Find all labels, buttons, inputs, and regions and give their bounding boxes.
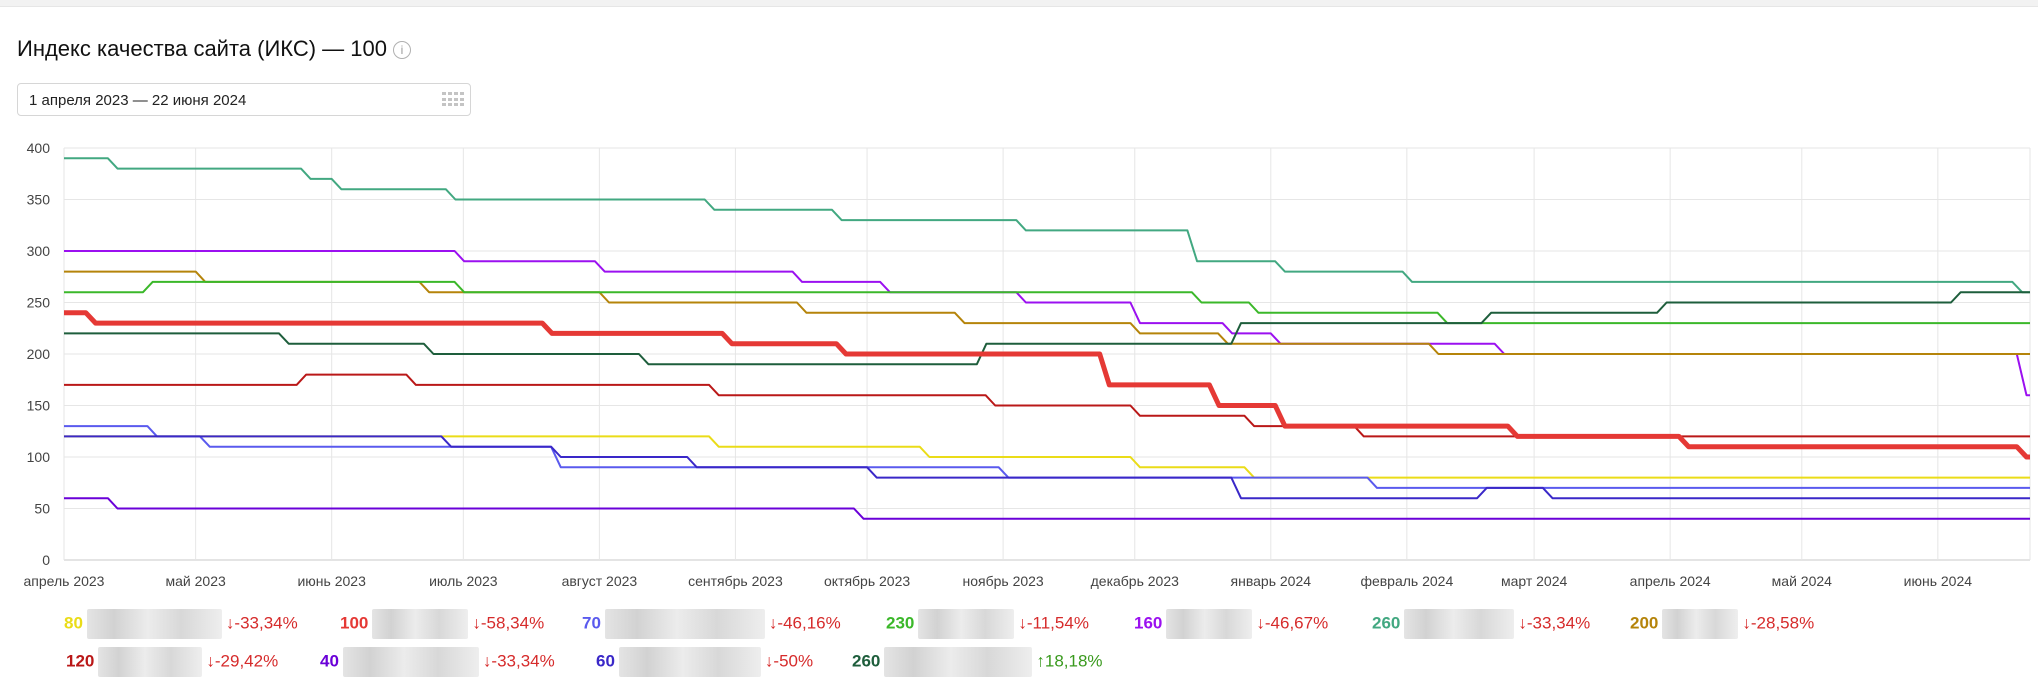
x-tick-label: май 2024 — [1772, 573, 1832, 589]
x-tick-label: июль 2023 — [429, 573, 498, 589]
legend-change: ↓-29,42% — [206, 651, 279, 671]
legend-value: 120 — [66, 651, 95, 671]
series-line-60[interactable] — [64, 435, 2030, 500]
legend-change: ↓-33,34% — [1518, 613, 1591, 633]
series-line-200[interactable] — [64, 270, 2030, 355]
legend-item[interactable]: 120 ↓-29,42% — [66, 647, 278, 677]
series-line-100[interactable] — [64, 310, 2030, 460]
legend-item[interactable]: 70 ↓-46,16% — [582, 609, 841, 639]
y-axis-ticks: 0 50 100 150 200 250 300 350 400 — [27, 140, 51, 568]
legend-change: ↓-28,58% — [1742, 613, 1815, 633]
x-tick-label: октябрь 2023 — [824, 573, 910, 589]
legend-item[interactable]: 160 ↓-46,67% — [1134, 609, 1328, 639]
series-line-260[interactable] — [64, 157, 2030, 294]
x-tick-label: февраль 2024 — [1360, 573, 1453, 589]
legend-site-blurred — [604, 609, 765, 639]
legend-value: 200 — [1630, 613, 1659, 633]
y-tick-label: 250 — [27, 295, 51, 311]
legend-item[interactable]: 60 ↓-50% — [596, 647, 813, 677]
legend-value: 160 — [1134, 613, 1163, 633]
legend-item[interactable]: 40 ↓-33,34% — [320, 647, 555, 677]
series-line-40[interactable] — [64, 497, 2030, 520]
legend-change: ↓-46,16% — [768, 613, 841, 633]
legend-item[interactable]: 260 ↑18,18% — [852, 647, 1103, 677]
x-tick-label: январь 2024 — [1231, 573, 1312, 589]
legend-change: ↓-58,34% — [472, 613, 545, 633]
date-range-picker[interactable]: 1 апреля 2023 — 22 июня 2024 — [17, 83, 471, 116]
x-tick-label: май 2023 — [166, 573, 226, 589]
legend-site-blurred — [1662, 609, 1739, 639]
y-tick-label: 300 — [27, 243, 51, 259]
legend-value: 260 — [1372, 613, 1401, 633]
y-tick-label: 50 — [34, 501, 50, 517]
chart-series — [64, 157, 2030, 520]
x-tick-label: март 2024 — [1501, 573, 1568, 589]
legend-site-blurred — [342, 647, 479, 677]
series-line-260[interactable] — [64, 291, 2030, 366]
legend-site-blurred — [884, 647, 1033, 677]
legend-item[interactable]: 200 ↓-28,58% — [1630, 609, 1814, 639]
legend-change: ↓-46,67% — [1256, 613, 1329, 633]
title-text: Индекс качества сайта (ИКС) — 100 — [17, 36, 387, 61]
legend-site-blurred — [618, 647, 761, 677]
info-icon[interactable]: i — [393, 41, 411, 59]
legend-item[interactable]: 100 ↓-58,34% — [340, 609, 544, 639]
y-tick-label: 400 — [27, 140, 51, 156]
legend-value: 70 — [582, 613, 601, 633]
legend-site-blurred — [918, 609, 1015, 639]
legend-change: ↓-33,34% — [482, 651, 555, 671]
y-tick-label: 350 — [27, 192, 51, 208]
y-tick-label: 0 — [42, 552, 50, 568]
date-range-value: 1 апреля 2023 — 22 июня 2024 — [29, 92, 247, 109]
x-axis-ticks: апрель 2023 май 2023 июнь 2023 июль 2023 авг… — [24, 573, 1973, 589]
series-line-160[interactable] — [64, 250, 2030, 397]
series-line-80[interactable] — [64, 435, 2030, 479]
x-tick-label: ноябрь 2023 — [962, 573, 1043, 589]
y-tick-label: 100 — [27, 449, 51, 465]
legend-site-blurred — [1404, 609, 1515, 639]
legend-value: 260 — [852, 651, 881, 671]
legend-change: ↓-50% — [764, 651, 814, 671]
legend-change: ↓-11,54% — [1018, 613, 1089, 633]
legend-value: 40 — [320, 651, 339, 671]
series-line-230[interactable] — [64, 280, 2030, 325]
legend-item[interactable]: 80 ↓-33,34% — [64, 609, 298, 639]
legend-site-blurred — [86, 609, 222, 639]
x-tick-label: июнь 2024 — [1904, 573, 1973, 589]
legend-item[interactable]: 260 ↓-33,34% — [1372, 609, 1590, 639]
legend-value: 100 — [340, 613, 369, 633]
y-tick-label: 200 — [27, 346, 51, 362]
x-tick-label: декабрь 2023 — [1091, 573, 1180, 589]
legend-item[interactable]: 230 ↓-11,54% — [886, 609, 1089, 639]
calendar-grid-icon[interactable] — [442, 92, 464, 108]
legend-value: 80 — [64, 613, 83, 633]
legend-site-blurred — [98, 647, 203, 677]
x-tick-label: апрель 2023 — [24, 573, 105, 589]
legend-change: ↑18,18% — [1036, 651, 1103, 671]
x-tick-label: сентябрь 2023 — [688, 573, 783, 589]
top-bar — [0, 0, 2038, 7]
x-tick-label: апрель 2024 — [1630, 573, 1711, 589]
x-tick-label: август 2023 — [562, 573, 638, 589]
page-title: Индекс качества сайта (ИКС) — 100 i — [17, 36, 411, 62]
x-tick-label: июнь 2023 — [297, 573, 366, 589]
legend-change: ↓-33,34% — [225, 613, 298, 633]
legend-value: 230 — [886, 613, 915, 633]
y-tick-label: 150 — [27, 398, 51, 414]
iks-line-chart: 0 50 100 150 200 250 300 350 400 апрель 2023 май … — [24, 140, 2031, 589]
legend-value: 60 — [596, 651, 615, 671]
legend-site-blurred — [372, 609, 469, 639]
legend-site-blurred — [1166, 609, 1253, 639]
